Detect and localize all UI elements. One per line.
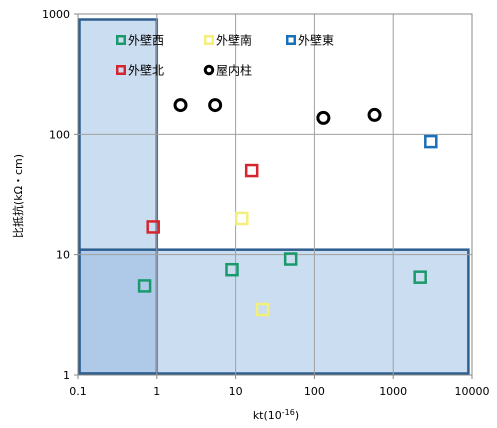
data-point bbox=[424, 134, 438, 149]
legend-label: 外壁南 bbox=[216, 33, 252, 48]
x-tick-label: 100 bbox=[304, 385, 325, 398]
y-tick-label: 1000 bbox=[42, 8, 70, 21]
x-axis-title-tail: ) bbox=[295, 409, 299, 422]
data-point bbox=[413, 270, 427, 284]
legend-marker bbox=[204, 35, 214, 45]
y-tick-label: 10 bbox=[56, 249, 70, 262]
data-points bbox=[137, 98, 438, 317]
highlight-regions bbox=[78, 18, 470, 375]
highlight-region-2 bbox=[78, 248, 470, 375]
legend-label: 外壁北 bbox=[128, 63, 164, 78]
y-tick-label: 1 bbox=[63, 369, 70, 382]
x-tick-label: 10 bbox=[229, 385, 243, 398]
x-axis-title: kt(10-16) bbox=[253, 408, 299, 422]
plot-area-frame bbox=[77, 13, 473, 376]
x-axis-title-main: kt(10 bbox=[253, 409, 282, 422]
data-point bbox=[283, 252, 298, 266]
x-axis-ticks: 0.1 1 10 100 1000 10000 bbox=[69, 375, 490, 398]
highlight-region-1 bbox=[78, 18, 159, 375]
legend-item: 外壁東 bbox=[286, 33, 334, 48]
x-tick-label: 10000 bbox=[455, 385, 490, 398]
legend-label: 屋内柱 bbox=[216, 63, 252, 78]
data-point bbox=[173, 98, 188, 113]
legend-label: 外壁西 bbox=[128, 33, 164, 48]
x-tick-label: 1000 bbox=[379, 385, 407, 398]
legend-marker bbox=[116, 65, 126, 75]
data-point bbox=[244, 163, 259, 178]
legend-item: 外壁北 bbox=[116, 63, 164, 78]
data-point bbox=[255, 302, 270, 317]
legend-item: 屋内柱 bbox=[203, 63, 252, 78]
data-point bbox=[146, 220, 160, 234]
y-tick-label: 100 bbox=[49, 128, 70, 141]
data-point bbox=[208, 98, 223, 113]
legend-item: 外壁南 bbox=[204, 33, 252, 48]
legend-marker bbox=[116, 35, 126, 45]
legend-marker bbox=[286, 35, 296, 45]
legend-item: 外壁西 bbox=[116, 33, 164, 48]
y-axis-ticks: 1 10 100 1000 bbox=[42, 8, 78, 382]
data-point bbox=[367, 107, 382, 122]
x-tick-label: 0.1 bbox=[69, 385, 87, 398]
y-axis-title: 比抵抗(kΩ・cm) bbox=[11, 154, 25, 238]
grid-lines bbox=[78, 14, 472, 375]
x-tick-label: 1 bbox=[153, 385, 160, 398]
legend-label: 外壁東 bbox=[298, 33, 334, 48]
data-point bbox=[316, 110, 331, 125]
data-point bbox=[225, 262, 239, 277]
x-axis-title-sup: -16 bbox=[282, 408, 295, 417]
data-point bbox=[137, 279, 152, 293]
legend-marker bbox=[203, 64, 215, 76]
data-point bbox=[235, 211, 249, 226]
